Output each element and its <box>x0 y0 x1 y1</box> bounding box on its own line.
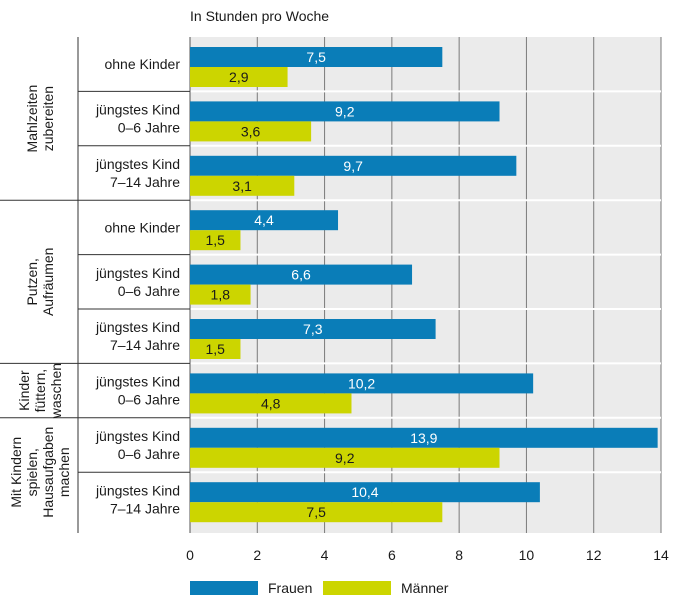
group-label-2-0: Kinder <box>16 370 32 411</box>
group-label-1-0: Putzen, <box>24 258 40 305</box>
data-label-maenner-7: 9,2 <box>335 450 355 466</box>
data-label-maenner-8: 7,5 <box>306 504 326 520</box>
group-label-3-3: machen <box>56 447 72 497</box>
bar-maenner-2 <box>190 175 295 196</box>
category-label-4-0: jüngstes Kind <box>95 265 180 281</box>
bar-maenner-6 <box>190 393 352 414</box>
group-label-2-2: waschen <box>48 363 64 419</box>
category-label-2-1: 7–14 Jahre <box>110 174 180 190</box>
bar-frauen-4 <box>190 264 413 285</box>
data-label-maenner-6: 4,8 <box>261 395 281 411</box>
bar-frauen-3 <box>190 210 339 231</box>
data-label-maenner-5: 1,5 <box>205 341 225 357</box>
category-label-6-1: 0–6 Jahre <box>118 392 180 408</box>
chart-subtitle: In Stunden pro Woche <box>190 8 330 24</box>
group-label-3-1: spielen, <box>24 448 40 496</box>
x-tick-label-1: 2 <box>253 547 261 563</box>
data-label-maenner-3: 1,5 <box>205 232 225 248</box>
category-label-7-1: 0–6 Jahre <box>118 446 180 462</box>
legend-label-frauen: Frauen <box>268 580 313 596</box>
group-label-1-1: Aufräumen <box>40 248 56 316</box>
data-label-maenner-1: 3,6 <box>241 123 261 139</box>
x-tick-label-0: 0 <box>186 547 194 563</box>
bar-maenner-7 <box>190 447 500 468</box>
legend-swatch-maenner <box>323 581 391 595</box>
x-tick-label-6: 12 <box>586 547 602 563</box>
category-label-5-0: jüngstes Kind <box>95 319 180 335</box>
bar-frauen-6 <box>190 373 534 394</box>
bar-maenner-4 <box>190 284 251 305</box>
bar-frauen-0 <box>190 47 443 67</box>
legend-swatch-frauen <box>190 581 258 595</box>
category-label-8-0: jüngstes Kind <box>95 482 180 498</box>
category-label-1-1: 0–6 Jahre <box>118 120 180 136</box>
group-label-3-0: Mit Kindern <box>8 437 24 508</box>
data-label-maenner-0: 2,9 <box>229 69 249 85</box>
data-label-maenner-2: 3,1 <box>232 178 252 194</box>
bar-maenner-1 <box>190 121 312 142</box>
data-label-maenner-4: 1,8 <box>211 287 231 303</box>
bar-frauen-7 <box>190 427 658 448</box>
x-tick-label-4: 8 <box>455 547 463 563</box>
bar-maenner-3 <box>190 230 241 251</box>
category-label-1-0: jüngstes Kind <box>95 102 180 118</box>
category-label-0-0: ohne Kinder <box>104 56 180 72</box>
x-tick-label-2: 4 <box>321 547 329 563</box>
group-label-3-2: Hausaufgaben <box>40 427 56 518</box>
group-label-0-0: Mahlzeiten <box>24 85 40 153</box>
data-label-frauen-4: 6,6 <box>291 267 311 283</box>
legend-item-frauen: Frauen <box>190 580 312 596</box>
legend-label-maenner: Männer <box>401 580 449 596</box>
category-label-3-0: ohne Kinder <box>104 219 180 235</box>
bar-maenner-8 <box>190 502 443 523</box>
data-label-frauen-2: 9,7 <box>343 158 363 174</box>
group-label-2-1: füttern, <box>32 369 48 413</box>
category-label-8-1: 7–14 Jahre <box>110 500 180 516</box>
bar-maenner-5 <box>190 339 241 359</box>
bar-frauen-2 <box>190 155 517 176</box>
category-label-7-0: jüngstes Kind <box>95 428 180 444</box>
bar-frauen-8 <box>190 482 540 503</box>
data-label-frauen-8: 10,4 <box>351 484 378 500</box>
group-label-0-1: zubereiten <box>40 86 56 151</box>
data-label-frauen-6: 10,2 <box>348 375 375 391</box>
data-label-frauen-1: 9,2 <box>335 103 355 119</box>
data-label-frauen-7: 13,9 <box>410 430 437 446</box>
category-label-6-0: jüngstes Kind <box>95 374 180 390</box>
x-tick-label-5: 10 <box>519 547 535 563</box>
data-label-frauen-0: 7,5 <box>306 49 326 65</box>
x-tick-label-3: 6 <box>388 547 396 563</box>
data-label-frauen-5: 7,3 <box>303 321 323 337</box>
legend-item-maenner: Männer <box>323 580 448 596</box>
category-label-5-1: 7–14 Jahre <box>110 337 180 353</box>
bar-frauen-1 <box>190 101 500 122</box>
category-label-4-1: 0–6 Jahre <box>118 283 180 299</box>
data-label-frauen-3: 4,4 <box>254 212 274 228</box>
category-label-2-0: jüngstes Kind <box>95 156 180 172</box>
bar-frauen-5 <box>190 319 436 339</box>
x-tick-label-7: 14 <box>653 547 669 563</box>
bar-maenner-0 <box>190 67 288 87</box>
chart-legend: Frauen Männer <box>0 580 674 600</box>
